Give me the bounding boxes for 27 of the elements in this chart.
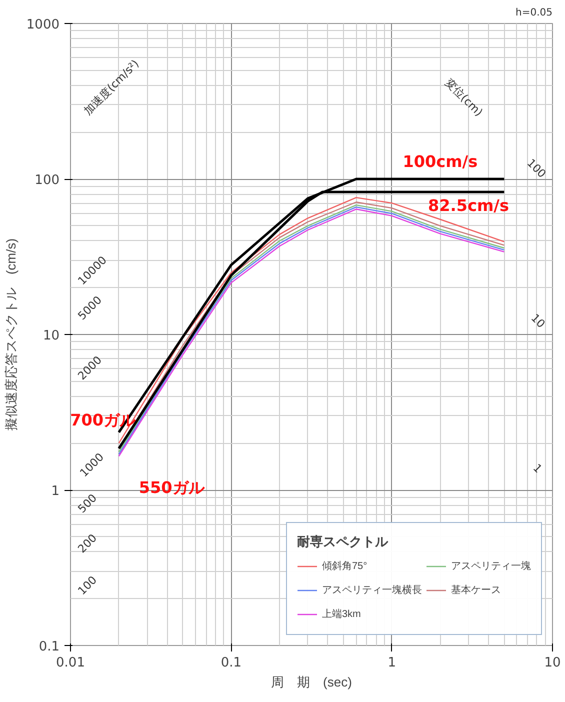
x-tick-label: 0.1 <box>220 656 242 670</box>
annotation: 100cm/s <box>402 152 478 171</box>
legend-label: アスペリティ一塊 <box>451 560 531 573</box>
x-axis-title: 周 期 (sec) <box>271 674 352 690</box>
annotation: 10 <box>528 311 548 331</box>
y-tick-label: 1000 <box>26 18 60 32</box>
x-tick-label: 0.01 <box>56 656 85 670</box>
legend-label: 基本ケース <box>451 584 501 597</box>
annotation: 200 <box>75 532 100 556</box>
annotation: 100 <box>524 156 548 180</box>
legend-label: 上端3km <box>322 608 361 621</box>
y-axis-title: 擬似速度応答スペクトル (cm/s) <box>3 238 18 431</box>
x-tick-label: 1 <box>388 656 396 670</box>
y-tick-label: 10 <box>42 328 60 344</box>
annotation: 500 <box>75 492 100 516</box>
text: h=0.05 <box>516 8 552 18</box>
legend-label: アスペリティ一塊横長 <box>322 584 422 597</box>
y-tick-label: 1 <box>51 484 60 499</box>
y-tick-label: 100 <box>34 173 60 188</box>
legend-title: 耐専スペクトル <box>297 533 390 551</box>
y-tick-label: 0.1 <box>38 640 60 654</box>
annotation: 1 <box>530 461 545 476</box>
annotation: 82.5cm/s <box>428 196 509 215</box>
annotation: 550ガル <box>138 478 206 498</box>
annotation: 100 <box>75 574 100 598</box>
legend-label: 傾斜角75° <box>322 560 368 573</box>
x-tick-label: 10 <box>544 656 561 670</box>
